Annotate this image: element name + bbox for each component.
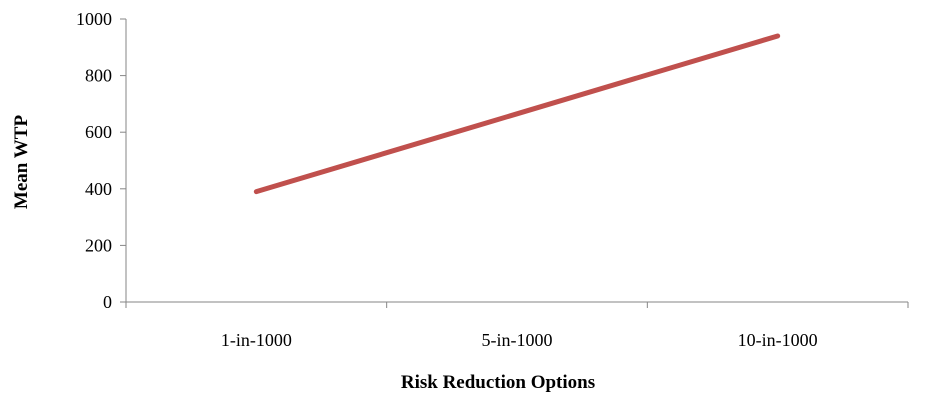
y-axis: 0 200 400 600 800 1000 [76, 9, 127, 312]
x-axis: 1-in-1000 5-in-1000 10-in-1000 [125, 301, 909, 350]
x-tick-label: 1-in-1000 [221, 330, 292, 350]
x-tick-label: 10-in-1000 [738, 330, 818, 350]
y-tick-label: 400 [85, 179, 112, 199]
series-layer [253, 33, 781, 195]
y-tick-label: 800 [85, 66, 112, 86]
x-axis-title: Risk Reduction Options [401, 372, 595, 393]
y-axis-title: Mean WTP [11, 115, 32, 210]
y-tick-label: 0 [103, 292, 112, 312]
y-tick-label: 600 [85, 122, 112, 142]
y-tick-label: 200 [85, 235, 112, 255]
x-tick-label: 5-in-1000 [482, 330, 553, 350]
y-tick-label: 1000 [76, 9, 112, 29]
